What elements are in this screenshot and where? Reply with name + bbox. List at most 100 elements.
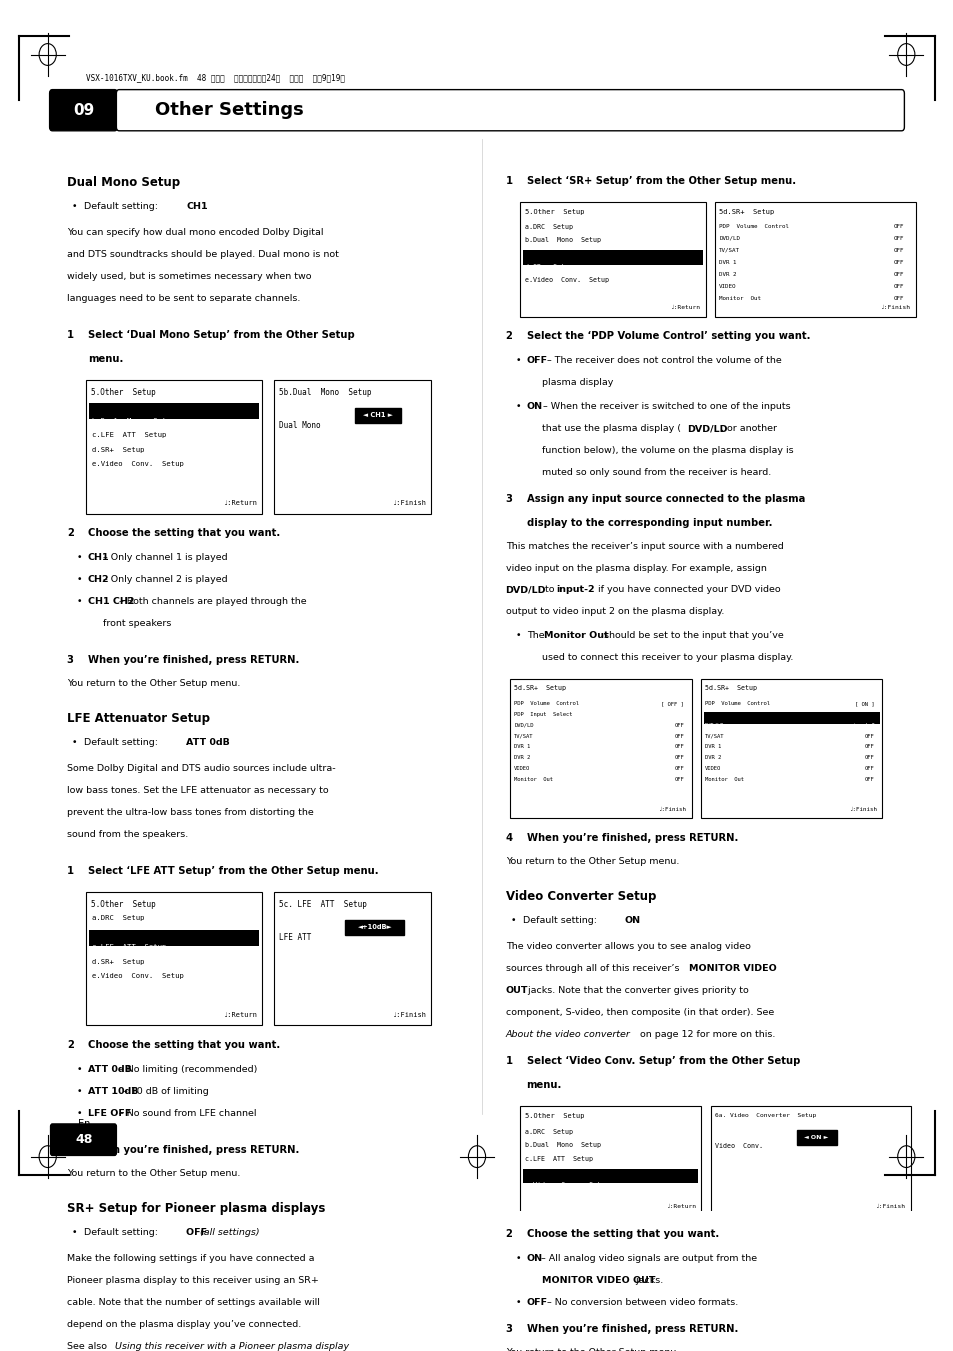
Text: •: • [76, 1065, 82, 1074]
Text: Other Settings: Other Settings [154, 101, 303, 119]
Text: Make the following settings if you have connected a: Make the following settings if you have … [67, 1255, 314, 1263]
Text: When you’re finished, press RETURN.: When you’re finished, press RETURN. [526, 1324, 738, 1335]
Text: OFF: OFF [674, 766, 683, 771]
Text: Select the ‘PDP Volume Control’ setting you want.: Select the ‘PDP Volume Control’ setting … [526, 331, 809, 342]
Text: component, S-video, then composite (in that order). See: component, S-video, then composite (in t… [505, 1008, 773, 1017]
Text: – 10 dB of limiting: – 10 dB of limiting [120, 1086, 209, 1096]
Text: DVD/LD: DVD/LD [686, 424, 726, 434]
Text: Default setting:: Default setting: [522, 916, 599, 925]
Text: CH1: CH1 [186, 203, 208, 211]
Text: – Only channel 2 is played: – Only channel 2 is played [100, 576, 227, 584]
Text: OFF: OFF [864, 766, 874, 771]
Text: OFF: OFF [864, 777, 874, 782]
Text: – No conversion between video formats.: – No conversion between video formats. [543, 1298, 738, 1308]
Text: When you’re finished, press RETURN.: When you’re finished, press RETURN. [88, 655, 299, 665]
Text: LFE ATT: LFE ATT [278, 934, 311, 943]
Text: e.Video  Conv.  Setup: e.Video Conv. Setup [524, 1182, 608, 1188]
Text: Monitor  Out: Monitor Out [719, 296, 760, 301]
Text: a.DRC  Setup: a.DRC Setup [91, 915, 144, 921]
Text: DVR 1: DVR 1 [704, 744, 720, 750]
Text: PDP  Input  Select: PDP Input Select [514, 712, 572, 717]
Text: (all settings): (all settings) [200, 1228, 260, 1238]
Text: sources through all of this receiver’s: sources through all of this receiver’s [505, 965, 681, 973]
Text: c.LFE  ATT  Setup: c.LFE ATT Setup [91, 432, 166, 438]
Text: When you’re finished, press RETURN.: When you’re finished, press RETURN. [526, 834, 738, 843]
FancyBboxPatch shape [522, 250, 702, 265]
FancyBboxPatch shape [116, 89, 903, 131]
Text: on page 12 for more on this.: on page 12 for more on this. [637, 1029, 775, 1039]
Text: DVR 1: DVR 1 [514, 744, 530, 750]
Text: OFF: OFF [526, 1298, 547, 1308]
Text: ♩:Return: ♩:Return [223, 1012, 257, 1019]
Text: ♩:Finish: ♩:Finish [849, 808, 877, 812]
FancyBboxPatch shape [522, 1169, 698, 1183]
Text: VIDEO: VIDEO [704, 766, 720, 771]
Text: OFF: OFF [893, 296, 903, 301]
Text: •: • [76, 553, 82, 562]
Text: 2: 2 [505, 1229, 512, 1239]
Text: OFF: OFF [674, 723, 683, 728]
Text: 5d.SR+  Setup: 5d.SR+ Setup [719, 209, 774, 215]
Text: •: • [515, 1298, 520, 1308]
Text: d.SR+  Setup: d.SR+ Setup [524, 263, 572, 270]
Text: DVR 1: DVR 1 [719, 259, 736, 265]
Text: ATT 0dB: ATT 0dB [186, 738, 230, 747]
Text: VIDEO: VIDEO [514, 766, 530, 771]
Text: See also: See also [67, 1342, 110, 1351]
Text: OFF: OFF [893, 223, 903, 228]
Text: ♩:Return: ♩:Return [223, 500, 257, 507]
Text: Choose the setting that you want.: Choose the setting that you want. [88, 1040, 280, 1050]
Text: ♩:Return: ♩:Return [666, 1204, 696, 1209]
Text: if you have connected your DVD video: if you have connected your DVD video [595, 585, 781, 594]
Text: 48: 48 [75, 1133, 92, 1146]
Text: OFF: OFF [674, 734, 683, 739]
FancyBboxPatch shape [715, 201, 915, 317]
Text: 5.Other  Setup: 5.Other Setup [91, 388, 155, 397]
Text: widely used, but is sometimes necessary when two: widely used, but is sometimes necessary … [67, 272, 311, 281]
FancyBboxPatch shape [274, 892, 431, 1025]
Text: OFF: OFF [893, 272, 903, 277]
Text: CH1: CH1 [88, 553, 110, 562]
Text: , or another: , or another [720, 424, 777, 434]
Text: e.Video  Conv.  Setup: e.Video Conv. Setup [91, 973, 183, 979]
Text: TV/SAT: TV/SAT [719, 247, 740, 253]
Text: You return to the Other Setup menu.: You return to the Other Setup menu. [505, 857, 679, 866]
Text: c.LFE  ATT  Setup: c.LFE ATT Setup [91, 944, 166, 950]
Text: LFE Attenuator Setup: LFE Attenuator Setup [67, 712, 210, 724]
Text: OFF: OFF [674, 755, 683, 761]
Text: PDP  Volume  Control: PDP Volume Control [514, 701, 578, 705]
Text: OFF: OFF [864, 744, 874, 750]
Text: depend on the plasma display you’ve connected.: depend on the plasma display you’ve conn… [67, 1320, 301, 1329]
Text: ♩:Finish: ♩:Finish [881, 304, 910, 309]
Text: sound from the speakers.: sound from the speakers. [67, 830, 188, 839]
Text: VSX-1016TXV_KU.book.fm  48 ページ  ２００６年３月24日  金曜日  午後9時19分: VSX-1016TXV_KU.book.fm 48 ページ ２００６年３月24日… [86, 73, 344, 82]
Text: Dual Mono: Dual Mono [278, 422, 320, 431]
Text: video input on the plasma display. For example, assign: video input on the plasma display. For e… [505, 563, 765, 573]
Text: menu.: menu. [88, 354, 123, 365]
Text: 4: 4 [505, 834, 512, 843]
Text: – Both channels are played through the: – Both channels are played through the [115, 597, 306, 605]
Text: 2: 2 [505, 331, 512, 342]
Text: OFF: OFF [893, 259, 903, 265]
Text: c.LFE  ATT  Setup: c.LFE ATT Setup [524, 250, 592, 257]
Text: Monitor  Out: Monitor Out [704, 777, 743, 782]
Text: 1: 1 [505, 176, 512, 185]
Text: Select ‘Video Conv. Setup’ from the Other Setup: Select ‘Video Conv. Setup’ from the Othe… [526, 1055, 800, 1066]
Text: MONITOR VIDEO: MONITOR VIDEO [688, 965, 776, 973]
Text: 5d.SR+  Setup: 5d.SR+ Setup [514, 685, 566, 692]
Text: CH1 CH2: CH1 CH2 [88, 597, 134, 605]
Text: •: • [515, 357, 520, 365]
Text: •: • [76, 1109, 82, 1117]
Text: function below), the volume on the plasma display is: function below), the volume on the plasm… [541, 446, 793, 455]
Text: 5.Other  Setup: 5.Other Setup [524, 1113, 583, 1119]
Text: – When the receiver is switched to one of the inputs: – When the receiver is switched to one o… [539, 403, 790, 411]
Text: 5.Other  Setup: 5.Other Setup [91, 900, 155, 908]
Text: OUT: OUT [505, 986, 528, 994]
Text: muted so only sound from the receiver is heard.: muted so only sound from the receiver is… [541, 467, 770, 477]
Text: 5d.SR+  Setup: 5d.SR+ Setup [704, 685, 757, 692]
Text: Choose the setting that you want.: Choose the setting that you want. [88, 528, 280, 538]
Text: OFF: OFF [893, 235, 903, 240]
Text: PDP  Volume  Control: PDP Volume Control [719, 223, 788, 228]
Text: input-2: input-2 [851, 723, 874, 728]
Text: – The receiver does not control the volume of the: – The receiver does not control the volu… [543, 357, 781, 365]
